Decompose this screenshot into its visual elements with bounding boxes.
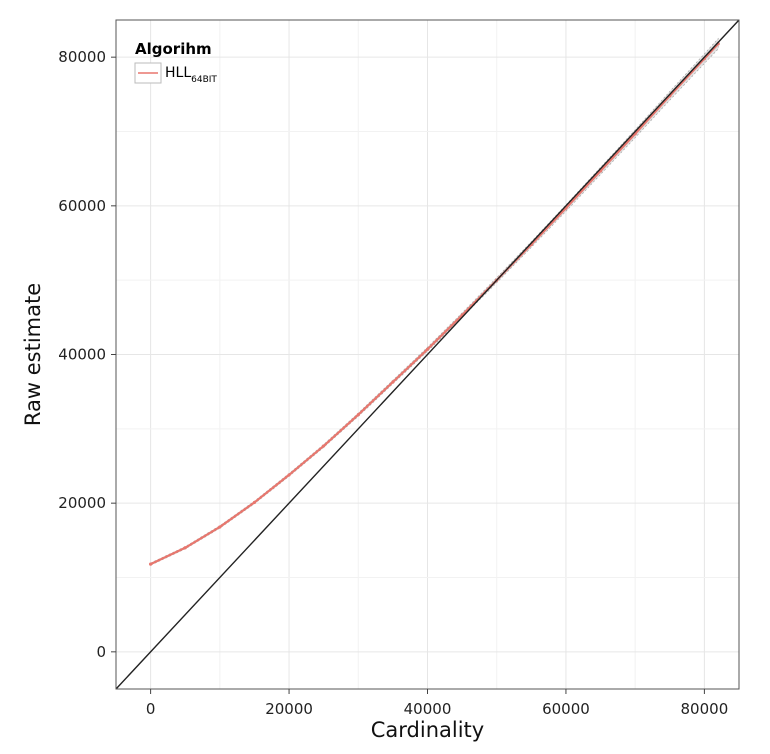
- y-tick-label: 80000: [58, 48, 106, 66]
- series-segment: [287, 444, 325, 477]
- series-segment: [634, 94, 671, 135]
- series-point: [183, 546, 187, 550]
- series-segment: [599, 132, 637, 172]
- series-segment: [149, 546, 187, 566]
- y-axis-ticks: 0 20000 40000 60000 80000: [58, 48, 116, 661]
- y-tick-label: 40000: [58, 346, 106, 364]
- series-segment: [357, 380, 394, 416]
- legend: Algorihm HLL64BIT: [134, 40, 217, 85]
- x-axis-label: Cardinality: [371, 718, 484, 742]
- series-point: [391, 380, 395, 384]
- x-axis-ticks: 0 20000 40000 60000 80000: [146, 689, 728, 718]
- y-axis-label: Raw estimate: [21, 283, 45, 426]
- x-tick-label: 0: [146, 700, 156, 718]
- reference-line-path: [115, 19, 740, 690]
- series-segment: [322, 413, 360, 448]
- series-segment: [218, 501, 256, 529]
- x-tick-label: 60000: [542, 700, 590, 718]
- series-point: [425, 347, 430, 351]
- x-tick-label: 80000: [681, 700, 729, 718]
- legend-label-sub: 64BIT: [191, 75, 217, 85]
- y-tick-label: 60000: [58, 197, 106, 215]
- series-segment: [391, 348, 429, 384]
- series-point: [149, 562, 153, 566]
- series-line: [149, 42, 720, 566]
- x-tick-label: 40000: [404, 700, 452, 718]
- legend-label-main: HLL: [165, 65, 191, 81]
- series-segment: [703, 42, 720, 60]
- legend-title: Algorihm: [135, 40, 212, 58]
- y-tick-label: 20000: [58, 494, 106, 512]
- x-tick-label: 20000: [265, 700, 313, 718]
- series-point: [322, 444, 326, 448]
- series-point: [287, 473, 291, 477]
- series-segment: [564, 169, 602, 210]
- y-tick-label: 0: [96, 643, 106, 661]
- series-segment: [426, 314, 464, 351]
- series-segment: [668, 57, 706, 97]
- series-point: [218, 525, 222, 529]
- series-segment: [184, 525, 221, 549]
- legend-label: HLL64BIT: [165, 65, 217, 85]
- reference-line: [115, 19, 740, 690]
- series-segment: [530, 206, 568, 246]
- series-point: [252, 500, 257, 505]
- series-segment: [253, 473, 291, 504]
- series-point: [356, 413, 360, 417]
